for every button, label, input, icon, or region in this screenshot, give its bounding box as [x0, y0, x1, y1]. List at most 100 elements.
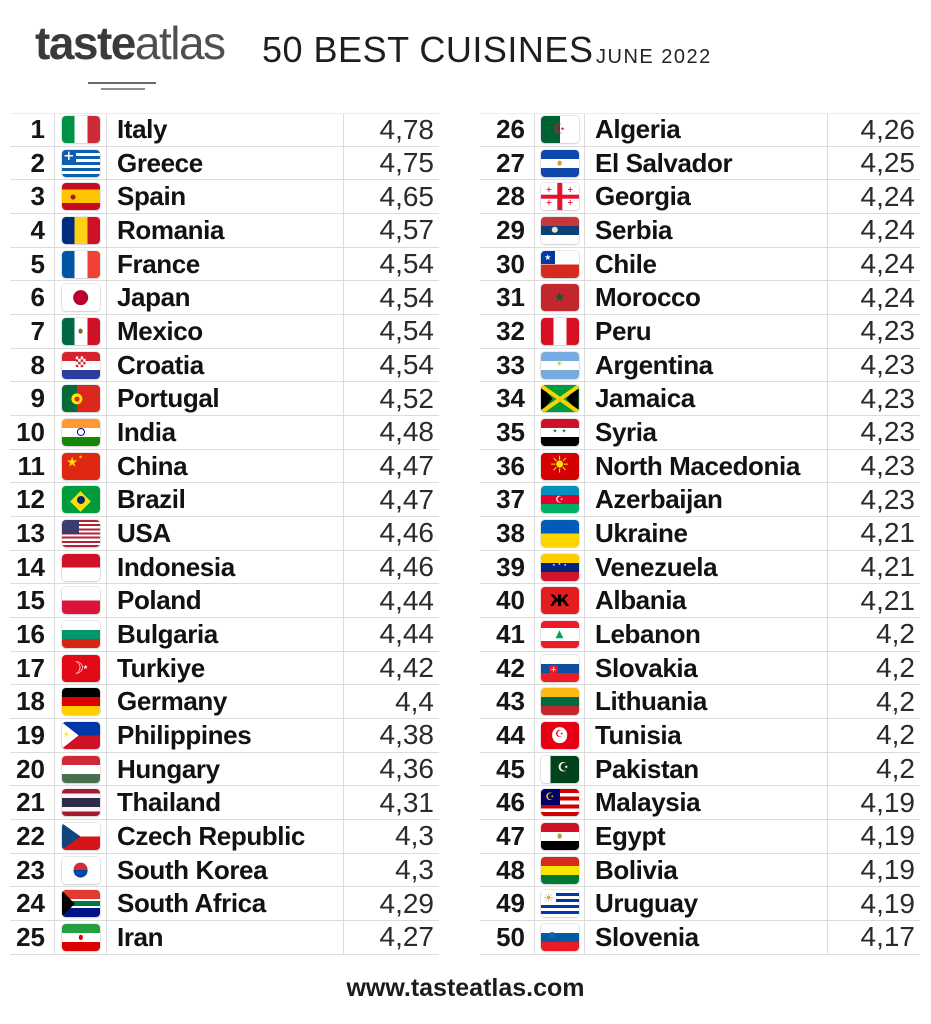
- table-row: 39 ★ ★ ★ Venezuela 4,21: [480, 550, 920, 585]
- flag-cell: [55, 382, 107, 416]
- flag-albania-icon: Ж: [540, 587, 579, 615]
- rank-number: 9: [10, 382, 55, 416]
- flag-cell: [55, 786, 107, 820]
- score-value: 4,57: [343, 214, 439, 247]
- score-value: 4,38: [343, 719, 439, 752]
- table-row: 20 Hungary 4,36: [10, 752, 439, 787]
- country-name: Greece: [117, 147, 203, 178]
- rank-number: 2: [10, 146, 55, 180]
- rank-number: 4: [10, 214, 55, 247]
- flag-cell: [55, 584, 107, 618]
- score-value: 4,54: [343, 281, 439, 315]
- score-value: 4,24: [827, 247, 920, 281]
- flag-philippines-icon: ☀: [61, 721, 100, 749]
- flag-serbia-icon: [540, 216, 579, 244]
- country-name: Poland: [117, 585, 202, 616]
- flag-portugal-icon: [61, 385, 100, 413]
- score-value: 4,26: [827, 114, 920, 146]
- flag-egypt-icon: [540, 822, 579, 850]
- table-row: 24 South Africa 4,29: [10, 887, 439, 922]
- table-row: 37 ☪ Azerbaijan 4,23: [480, 483, 920, 518]
- table-row: 10 India 4,48: [10, 416, 439, 450]
- flag-cell: ★ ★: [535, 416, 585, 449]
- country-name: Mexico: [117, 315, 203, 346]
- table-row: 1 Italy 4,78: [10, 113, 439, 147]
- country-name: Indonesia: [117, 551, 235, 582]
- score-value: 4,23: [827, 483, 920, 517]
- score-value: 4,23: [827, 449, 920, 483]
- score-value: 4,2: [827, 752, 920, 786]
- flag-jamaica-icon: [540, 385, 579, 413]
- country-name: Croatia: [117, 349, 204, 380]
- rank-number: 22: [10, 820, 55, 853]
- score-value: 4,75: [343, 146, 439, 180]
- rank-number: 10: [10, 416, 55, 449]
- score-value: 4,44: [343, 584, 439, 618]
- rank-number: 47: [480, 820, 535, 853]
- flag-ukraine-icon: [540, 519, 579, 547]
- flag-bulgaria-icon: [61, 620, 100, 648]
- flag-cell: [535, 820, 585, 853]
- flag-cell: ☀: [55, 719, 107, 752]
- flag-brazil-icon: ◆: [61, 486, 100, 514]
- score-value: 4,25: [827, 146, 920, 180]
- table-row: 27 El Salvador 4,25: [480, 146, 920, 181]
- flag-lithuania-icon: [540, 688, 579, 716]
- country-name: Algeria: [595, 114, 681, 145]
- flag-cell: ☪: [535, 483, 585, 517]
- score-value: 4,19: [827, 887, 920, 921]
- flag-slovakia-icon: +: [540, 654, 579, 682]
- country-name: Thailand: [117, 787, 221, 818]
- country-name: Iran: [117, 921, 164, 952]
- score-value: 4,19: [827, 820, 920, 853]
- country-name: Bolivia: [595, 854, 678, 885]
- flag-georgia-icon: + + + +: [540, 183, 579, 211]
- flag-cell: ▲: [535, 618, 585, 651]
- country-name: South Africa: [117, 888, 266, 919]
- table-row: 12◆ Brazil 4,47: [10, 483, 439, 518]
- table-row: 44 ☪ Tunisia 4,2: [480, 719, 920, 753]
- country-name: Slovenia: [595, 921, 699, 952]
- flag-czech-republic-icon: [61, 822, 100, 850]
- rank-number: 19: [10, 719, 55, 752]
- country-name: Portugal: [117, 383, 220, 414]
- table-row: 7 Mexico 4,54: [10, 315, 439, 349]
- flag-azerbaijan-icon: ☪: [540, 486, 579, 514]
- rank-number: 6: [10, 281, 55, 315]
- flag-cell: [535, 214, 585, 247]
- rank-number: 25: [10, 921, 55, 954]
- country-name: France: [117, 248, 200, 279]
- table-row: 3 Spain 4,65: [10, 180, 439, 215]
- flag-cell: [55, 752, 107, 786]
- rank-number: 12: [10, 483, 55, 517]
- table-row: 2 + Greece 4,75: [10, 146, 439, 181]
- table-row: 16 Bulgaria 4,44: [10, 618, 439, 652]
- score-value: 4,21: [827, 584, 920, 618]
- flag-venezuela-icon: ★ ★ ★: [540, 553, 579, 581]
- table-row: 40 Ж Albania 4,21: [480, 584, 920, 619]
- score-value: 4,52: [343, 382, 439, 416]
- flag-cell: [55, 550, 107, 584]
- logo-taste-text: taste: [35, 17, 136, 69]
- rank-number: 23: [10, 853, 55, 887]
- rank-number: 26: [480, 114, 535, 146]
- flag-cell: [55, 247, 107, 281]
- rank-number: 29: [480, 214, 535, 247]
- flag-cell: [535, 517, 585, 550]
- country-name: Malaysia: [595, 787, 701, 818]
- rank-number: 39: [480, 550, 535, 584]
- score-value: 4,21: [827, 550, 920, 584]
- rank-number: 49: [480, 887, 535, 921]
- rank-number: 8: [10, 348, 55, 382]
- tasteatlas-logo: tasteatlas: [35, 17, 226, 90]
- flag-cell: ★ ★: [55, 449, 107, 483]
- flag-cell: [55, 214, 107, 247]
- rank-number: 24: [10, 887, 55, 921]
- flag-chile-icon: ★: [540, 250, 579, 278]
- country-name: Czech Republic: [117, 820, 305, 851]
- flag-cell: ☪: [535, 786, 585, 820]
- rank-number: 43: [480, 685, 535, 719]
- rank-number: 37: [480, 483, 535, 517]
- page-title: 50 BEST CUISINES: [262, 29, 594, 70]
